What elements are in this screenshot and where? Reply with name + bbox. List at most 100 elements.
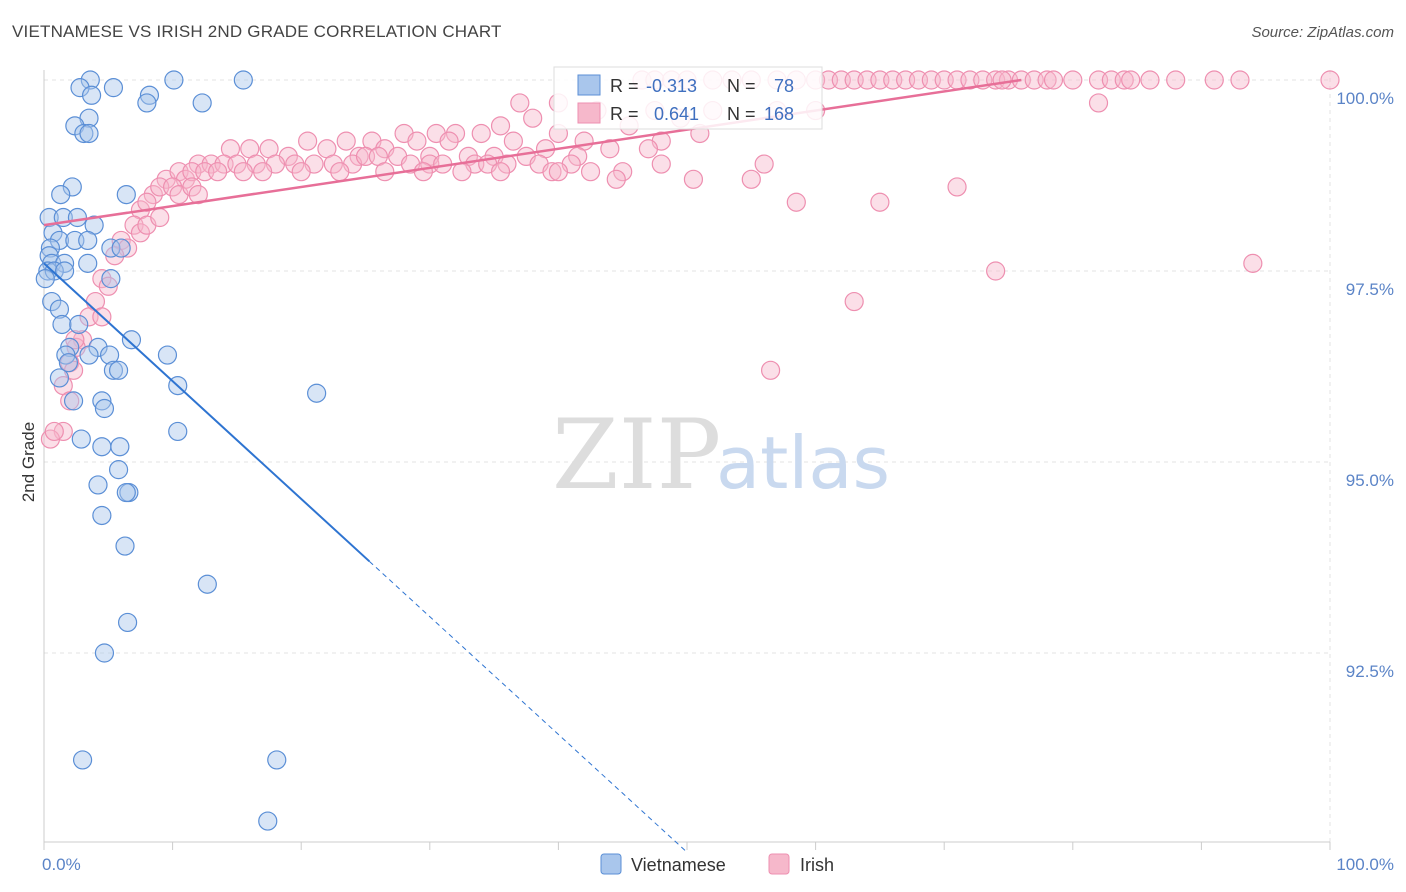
irish-point <box>523 108 543 128</box>
irish-point <box>471 123 491 144</box>
legend-r-value-vietnamese: -0.313 <box>646 76 697 96</box>
legend-n-label: N = <box>727 104 756 124</box>
watermark-zip: ZIP <box>552 399 721 511</box>
irish-point <box>992 70 1012 90</box>
irish-point <box>503 131 523 151</box>
irish-point <box>947 177 967 197</box>
irish-point <box>285 154 305 174</box>
vietnamese-point <box>39 246 59 266</box>
vietnamese-point <box>54 253 75 273</box>
irish-point <box>439 131 459 151</box>
series-legend: Vietnamese Irish <box>600 853 834 875</box>
irish-point <box>1320 70 1340 90</box>
vietnamese-point <box>88 475 108 495</box>
x-tick-label-min: 0.0% <box>42 855 81 874</box>
vietnamese-point <box>62 177 82 197</box>
legend-r-label: R = <box>610 76 639 96</box>
vietnamese-point <box>192 93 212 113</box>
watermark-atlas: atlas <box>716 421 890 505</box>
irish-point <box>1243 253 1263 273</box>
irish-point <box>754 154 774 174</box>
irish-point <box>163 177 183 197</box>
irish-point <box>683 169 704 189</box>
legend-r-value-irish: 0.641 <box>654 104 699 124</box>
irish-point <box>323 154 343 174</box>
irish-point <box>407 131 427 151</box>
irish-point <box>870 192 890 212</box>
vietnamese-point <box>137 93 157 113</box>
vietnamese-point <box>56 345 76 365</box>
vietnamese-point <box>267 750 287 770</box>
vietnamese-point <box>117 612 138 633</box>
vietnamese-point <box>78 230 98 251</box>
irish-point <box>844 291 864 312</box>
legend-n-value-vietnamese: 78 <box>774 76 794 96</box>
irish-point <box>150 207 170 228</box>
irish-point <box>298 131 318 151</box>
y-tick-label: 92.5% <box>1346 662 1394 681</box>
irish-point <box>1230 70 1250 90</box>
vietnamese-point <box>81 85 102 105</box>
vietnamese-point <box>63 391 84 411</box>
vietnamese-point <box>164 70 184 90</box>
irish-point <box>130 223 151 243</box>
irish-point <box>568 146 588 166</box>
vietnamese-point <box>108 460 129 480</box>
irish-point <box>208 162 228 182</box>
vietnamese-point <box>115 536 135 556</box>
vietnamese-point <box>42 291 62 312</box>
irish-point <box>580 162 601 182</box>
vietnamese-point <box>197 574 217 594</box>
y-tick-labels: 100.0% 97.5% 95.0% 92.5% <box>1336 89 1394 681</box>
vietnamese-point <box>52 314 72 335</box>
irish-point <box>542 162 562 182</box>
vietnamese-point <box>94 643 115 663</box>
vietnamese-point <box>139 85 160 105</box>
vietnamese-point <box>111 238 131 258</box>
vietnamese-point <box>101 269 121 289</box>
trendlines <box>43 78 1022 853</box>
irish-point <box>137 192 157 212</box>
irish-trendline <box>43 78 1022 227</box>
vietnamese-point <box>116 185 136 205</box>
vietnamese-point <box>92 437 112 457</box>
irish-point <box>44 421 64 442</box>
vietnamese-point <box>103 78 124 98</box>
axes <box>43 70 1331 850</box>
irish-point <box>253 162 273 182</box>
irish-point <box>651 154 671 174</box>
vietnamese-point <box>58 353 79 373</box>
vietnamese-point <box>103 360 124 380</box>
irish-point <box>227 154 247 174</box>
irish-point <box>638 139 659 159</box>
y-tick-label: 100.0% <box>1336 89 1394 108</box>
vietnamese-point <box>92 391 112 411</box>
irish-point <box>613 162 633 182</box>
vietnamese-point <box>94 398 115 419</box>
legend-swatch-irish <box>577 102 601 124</box>
vietnamese-point <box>70 78 90 98</box>
vietnamese-point <box>69 314 89 335</box>
source-label: Source: ZipAtlas.com <box>1251 24 1394 41</box>
vietnamese-point <box>116 482 136 503</box>
irish-point <box>1140 70 1160 90</box>
vietnamese-point <box>54 261 75 281</box>
vietnamese-points <box>35 70 327 831</box>
y-axis-label: 2nd Grade <box>19 422 38 502</box>
series-legend-label-vietnamese: Vietnamese <box>631 855 726 875</box>
irish-point <box>98 276 118 296</box>
irish-point <box>143 185 163 205</box>
vietnamese-point <box>157 345 178 365</box>
vietnamese-point <box>38 261 58 281</box>
vietnamese-point <box>92 505 112 526</box>
irish-point <box>1166 70 1186 90</box>
irish-point <box>375 162 395 182</box>
vietnamese-point <box>168 421 188 442</box>
vietnamese-point <box>71 429 91 449</box>
irish-point <box>1043 70 1064 90</box>
irish-point <box>1088 93 1109 113</box>
correlation-legend: R = -0.313 N = 78 R = 0.641 N = 168 <box>553 66 823 130</box>
vietnamese-trendline-extension <box>369 560 688 853</box>
irish-point <box>490 116 511 136</box>
